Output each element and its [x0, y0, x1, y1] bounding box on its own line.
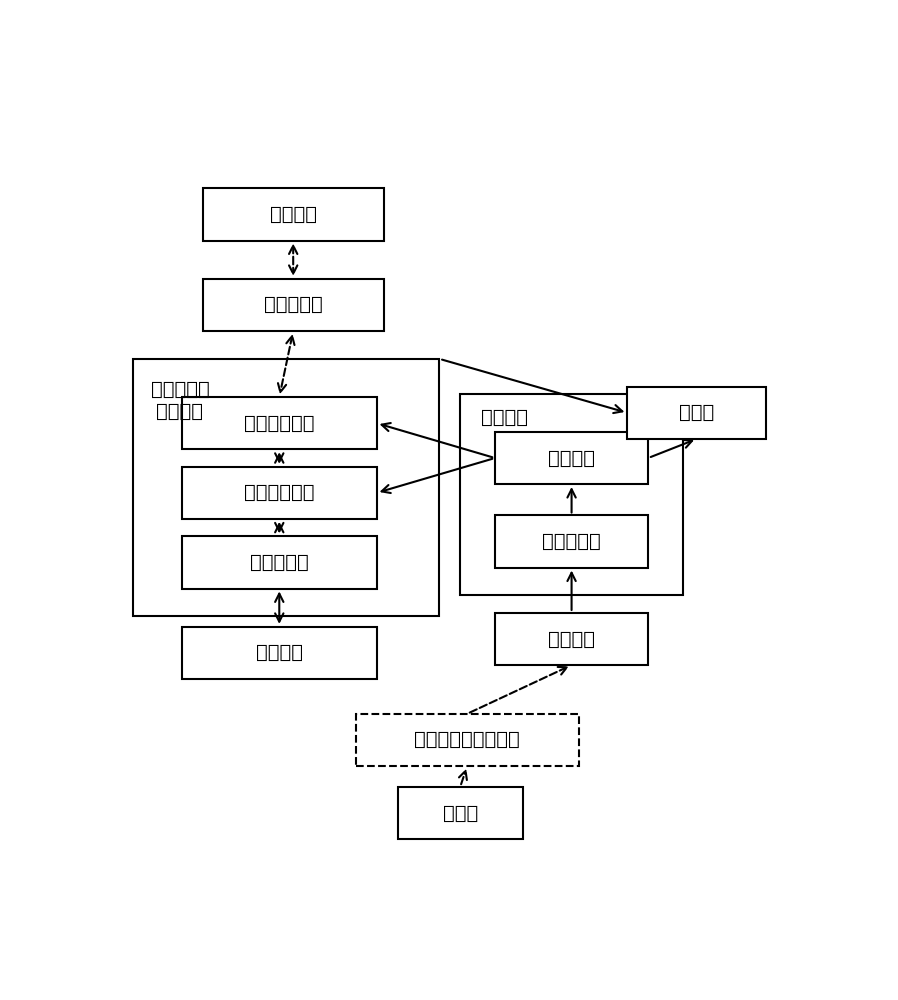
Bar: [495, 515, 648, 568]
Bar: [181, 397, 377, 449]
Text: 外部主机: 外部主机: [269, 205, 317, 224]
Text: 低通滤波器: 低通滤波器: [542, 532, 601, 551]
Text: 屏蔽罩: 屏蔽罩: [679, 403, 715, 422]
Text: 管道输送的导电物质: 管道输送的导电物质: [414, 730, 520, 749]
Bar: [398, 787, 523, 839]
Bar: [460, 394, 683, 595]
Bar: [495, 613, 648, 665]
Text: 信号控制模块: 信号控制模块: [244, 483, 314, 502]
Text: 信号处理与
通信模块: 信号处理与 通信模块: [151, 380, 209, 421]
Bar: [181, 536, 377, 589]
Bar: [627, 387, 766, 439]
Bar: [495, 432, 648, 484]
Text: 信号电极: 信号电极: [256, 643, 303, 662]
Bar: [181, 627, 377, 679]
Text: 无线中继站: 无线中继站: [264, 295, 322, 314]
Text: 高通滤波器: 高通滤波器: [250, 553, 309, 572]
Text: 电源电极: 电源电极: [548, 629, 595, 648]
Text: 电源模块: 电源模块: [481, 408, 528, 427]
Bar: [203, 279, 383, 331]
Bar: [356, 714, 578, 766]
Bar: [181, 467, 377, 519]
Text: 无线通信模块: 无线通信模块: [244, 414, 314, 433]
Text: 金属杆: 金属杆: [443, 803, 478, 822]
Bar: [133, 359, 439, 616]
Bar: [203, 188, 383, 241]
Text: 稳压模块: 稳压模块: [548, 449, 595, 468]
